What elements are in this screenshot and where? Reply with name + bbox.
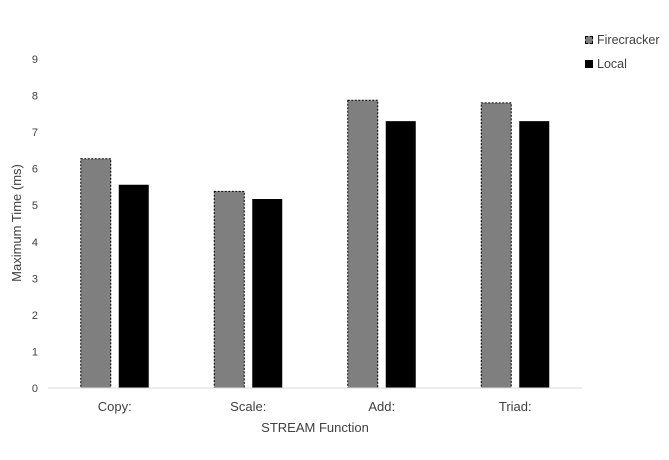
legend-item-firecracker: Firecracker	[585, 28, 660, 52]
y-axis-title: Maximum Time (ms)	[9, 164, 24, 282]
y-tick-label: 7	[32, 127, 38, 139]
y-tick-label: 4	[32, 237, 38, 249]
y-tick-label: 1	[32, 346, 38, 358]
bar-local-add	[385, 121, 416, 389]
bar-local-copy	[118, 184, 149, 388]
y-tick-label: 8	[32, 91, 38, 103]
bars-group	[80, 99, 550, 389]
x-axis-ticks: Copy: Scale: Add: Triad:	[98, 399, 532, 414]
chart-legend: Firecracker Local	[585, 28, 660, 76]
y-tick-label: 9	[32, 54, 38, 66]
bar-firecracker-add	[347, 99, 379, 389]
x-tick-label: Copy:	[98, 399, 132, 414]
x-tick-label: Scale:	[230, 399, 266, 414]
bar-firecracker-scale	[213, 190, 245, 389]
bar-local-triad	[519, 121, 550, 389]
bar-local-scale	[252, 199, 283, 388]
bar-firecracker-triad	[480, 102, 512, 389]
y-tick-label: 6	[32, 164, 38, 176]
x-tick-label: Triad:	[499, 399, 532, 414]
y-tick-label: 5	[32, 200, 38, 212]
legend-swatch-local	[585, 60, 593, 68]
x-axis-title: STREAM Function	[261, 420, 369, 435]
legend-label-local: Local	[597, 57, 627, 71]
bar-firecracker-copy	[80, 158, 112, 389]
legend-item-local: Local	[585, 52, 660, 76]
legend-label-firecracker: Firecracker	[597, 33, 660, 47]
y-tick-label: 0	[32, 383, 38, 395]
y-tick-label: 2	[32, 310, 38, 322]
y-axis-ticks: 0 1 2 3 4 5 6 7 8 9	[32, 54, 38, 395]
x-tick-label: Add:	[368, 399, 395, 414]
y-tick-label: 3	[32, 273, 38, 285]
legend-swatch-firecracker	[585, 36, 593, 44]
